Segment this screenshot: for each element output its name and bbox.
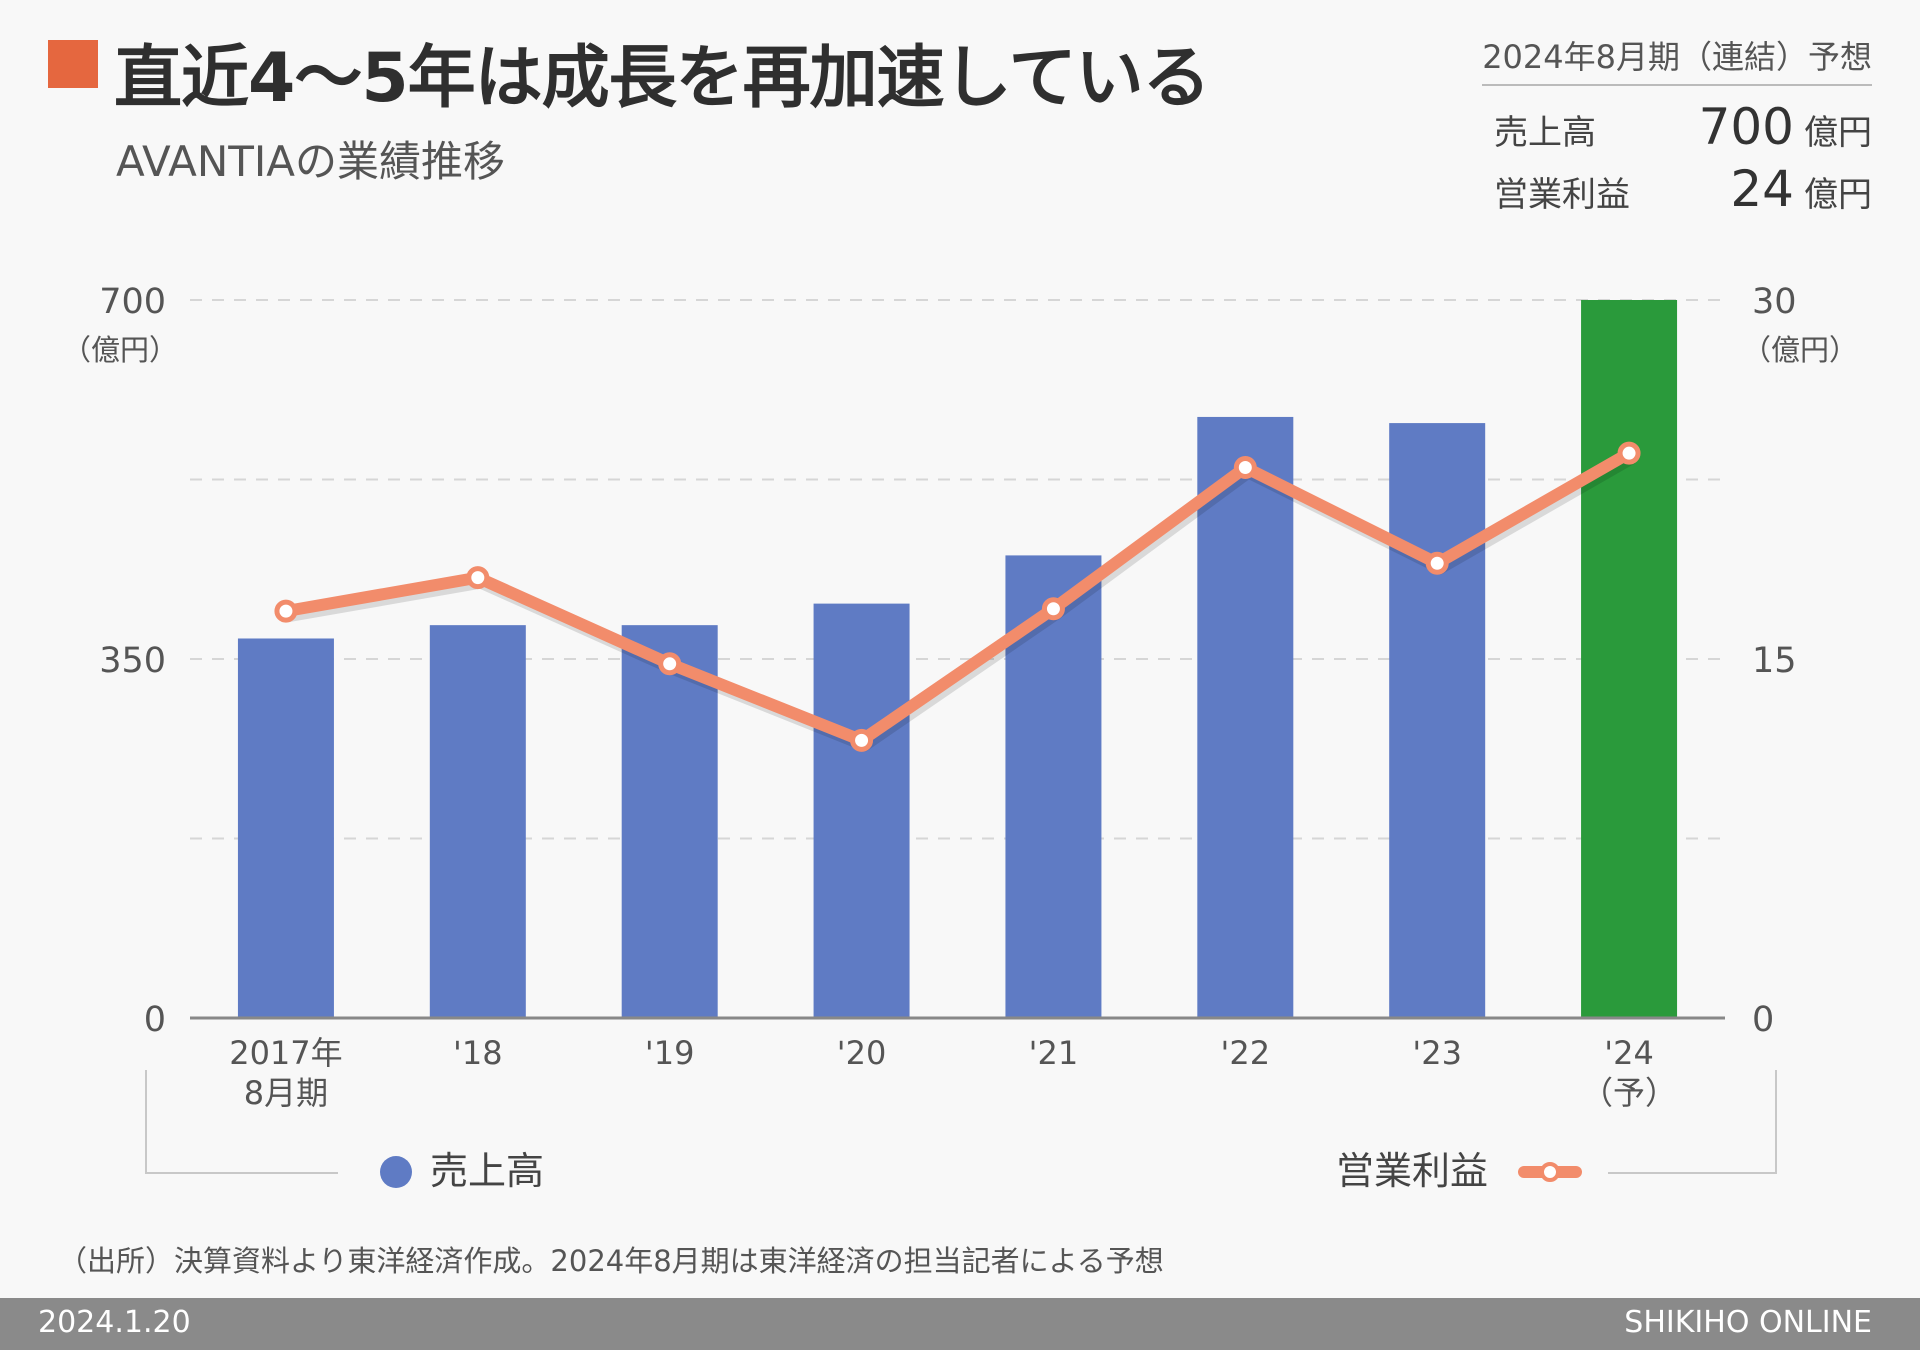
profit-point [658,652,682,676]
profit-point [274,599,298,623]
brand-name: SHIKIHO ONLINE [1624,1305,1872,1340]
x-tick-label: '19 [645,1034,695,1072]
profit-point [466,566,490,590]
left-axis-tick-label: 700 [99,282,166,322]
footer-bar: 2024.1.20 SHIKIHO ONLINE [0,1298,1920,1350]
x-tick-label: '24 （予） [1581,1034,1677,1112]
profit-line [284,447,1633,747]
bar-sales [1389,423,1486,1019]
forecast-period: 2024年8月期（連結）予想 [1482,32,1872,86]
left-axis-tick-label: 0 [144,1000,166,1040]
legend-sales-label: 売上高 [430,1149,544,1193]
chart: 700 350 0 （億円） 30 15 0 （億円） 2017年 8月期 '18 '19 '20 '21… [62,282,1858,1193]
x-tick-label: '22 [1221,1034,1271,1072]
right-axis-tick-label: 30 [1752,282,1797,322]
profit-point [1233,456,1257,480]
forecast-profit-value: 24 [1730,160,1794,218]
profit-point [1041,597,1065,621]
bar-sales [429,625,526,1018]
legend-bracket-left [145,1070,338,1174]
x-tick-label: 2017年 8月期 [229,1034,342,1112]
page-subtitle: AVANTIAの業績推移 [116,137,506,186]
page-title: 直近4〜5年は成長を再加速している [114,39,1211,118]
title-marker [48,40,98,88]
legend-profit-swatch-marker [1540,1162,1560,1182]
x-tick-label: '21 [1029,1034,1079,1072]
forecast-sales-label: 売上高 [1494,113,1596,153]
left-axis-tick-label: 350 [99,641,166,681]
legend-bracket-right [1608,1070,1777,1174]
legend-sales-swatch [380,1156,412,1188]
left-axis-unit: （億円） [62,333,178,367]
x-tick-label: '18 [453,1034,503,1072]
forecast-sales-value: 700 [1698,98,1794,156]
source-note: （出所）決算資料より東洋経済作成。2024年8月期は東洋経済の担当記者による予想 [58,1244,1164,1278]
right-axis-unit: （億円） [1742,333,1858,367]
forecast-sales-unit: 億円 [1804,113,1872,153]
bar-sales [813,603,910,1018]
x-tick-label: '23 [1412,1034,1462,1072]
right-axis-tick-label: 0 [1752,1000,1774,1040]
bar-sales [621,625,718,1018]
right-axis-tick-label: 15 [1752,641,1797,681]
publish-date: 2024.1.20 [38,1305,191,1340]
profit-point [1617,441,1641,465]
bar-sales [237,638,334,1018]
bar-sales [1197,416,1294,1019]
forecast-profit-unit: 億円 [1804,175,1872,215]
profit-point [850,728,874,752]
bar-sales [1581,300,1678,1018]
x-tick-label: '20 [837,1034,887,1072]
profit-point [1425,551,1449,575]
forecast-profit-label: 営業利益 [1494,175,1630,215]
forecast-row-profit: 営業利益 24 億円 [1494,160,1872,220]
legend-profit-label: 営業利益 [1336,1149,1488,1193]
forecast-row-sales: 売上高 700 億円 [1494,98,1872,158]
